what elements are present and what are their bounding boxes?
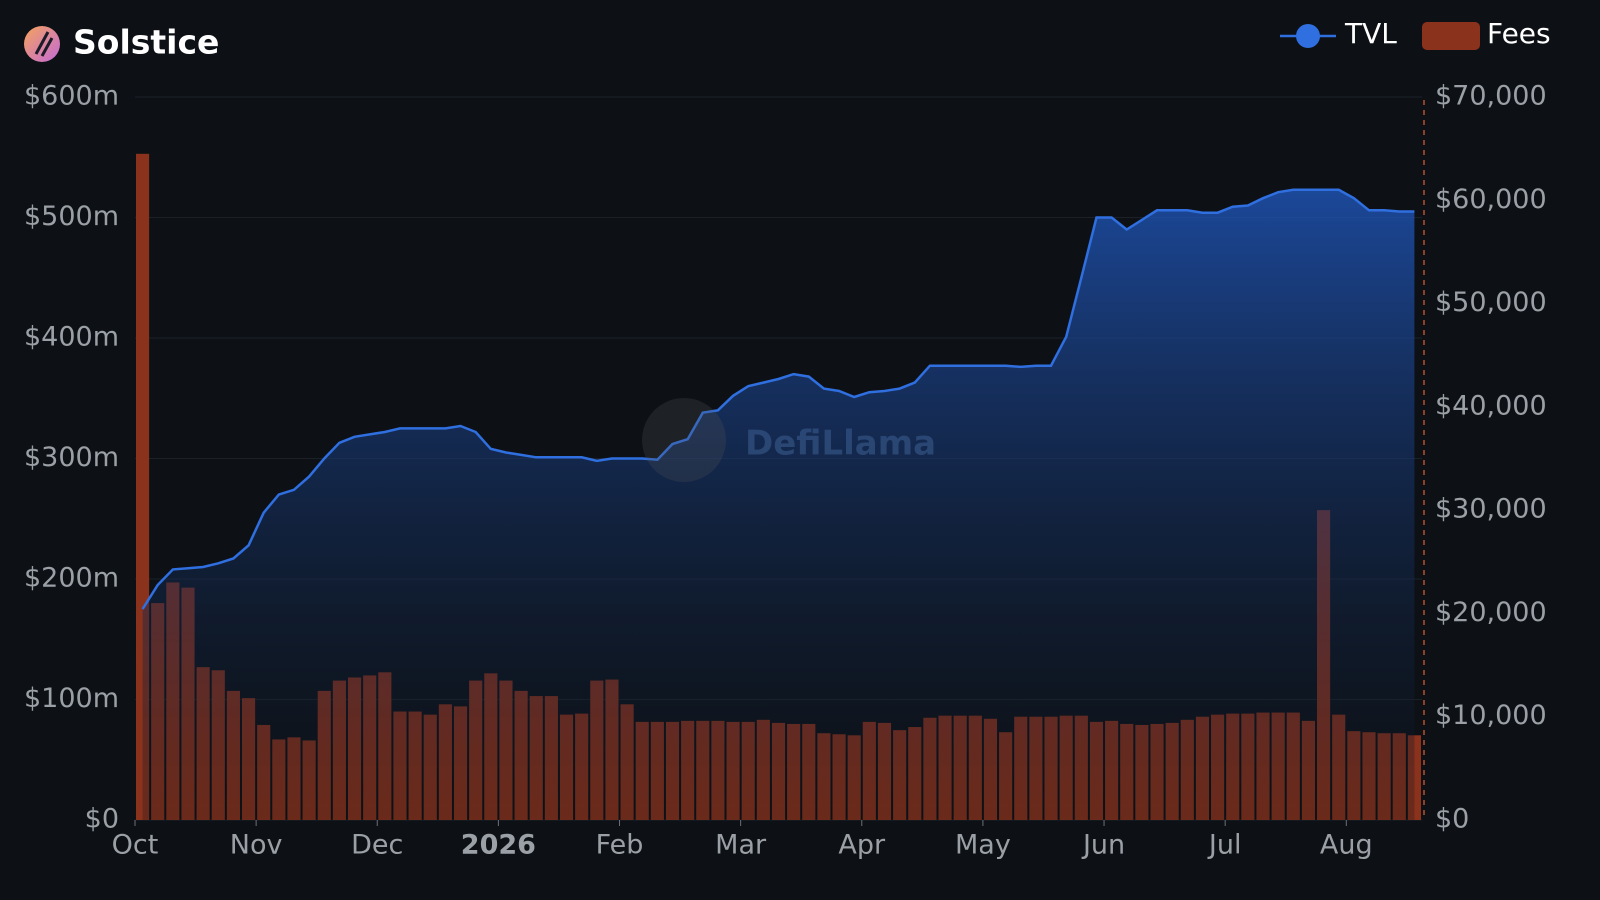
x-tick-label: Jul	[1207, 830, 1242, 861]
chart-title: Solstice	[73, 23, 219, 62]
y2-tick-label: $30,000	[1435, 494, 1547, 525]
y2-tick-label: $70,000	[1435, 81, 1547, 112]
x-tick-label: Dec	[351, 830, 403, 861]
watermark: DefiLlama	[745, 424, 936, 464]
area-group	[141, 188, 1415, 821]
y-tick-label: $300m	[24, 442, 119, 473]
y-tick-label: $100m	[24, 683, 119, 714]
tvl-area	[142, 189, 1415, 821]
watermark-logo	[642, 398, 726, 482]
y2-tick-label: $50,000	[1435, 287, 1547, 318]
labels: $0 $100m $200m $300m $400m $500m $600m $0 $10,00…	[24, 81, 1547, 861]
y-tick-label: $500m	[24, 201, 119, 232]
x-tick-label: May	[955, 830, 1011, 861]
x-tick-label: Nov	[230, 830, 283, 861]
y2-tick-label: $40,000	[1435, 390, 1547, 421]
x-tick-label: Apr	[838, 830, 886, 861]
x-tick-label: 2026	[461, 830, 536, 861]
legend-dot	[1296, 24, 1320, 48]
y2-tick-label: $20,000	[1435, 597, 1547, 628]
legend-label: Fees	[1487, 17, 1551, 50]
y2-tick-label: $10,000	[1435, 700, 1547, 731]
y2-tick-label: $60,000	[1435, 184, 1547, 215]
x-tick-label: Feb	[596, 830, 644, 861]
y2-tick-label: $0	[1435, 804, 1469, 835]
tvl-line	[141, 188, 1415, 610]
x-tick-label: Jun	[1081, 830, 1125, 861]
x-tick-label: Aug	[1320, 830, 1373, 861]
y-tick-label: $200m	[24, 563, 119, 594]
legend-label: TVL	[1344, 17, 1397, 50]
y-tick-label: $600m	[24, 81, 119, 112]
legend: TVL Fees	[1280, 17, 1551, 50]
x-tick-label: Mar	[715, 830, 767, 861]
x-tick-label: Oct	[112, 830, 159, 861]
logo-mark	[34, 31, 54, 57]
y-tick-label: $400m	[24, 322, 119, 353]
legend-swatch	[1422, 22, 1480, 50]
y-tick-label: $0	[85, 804, 119, 835]
